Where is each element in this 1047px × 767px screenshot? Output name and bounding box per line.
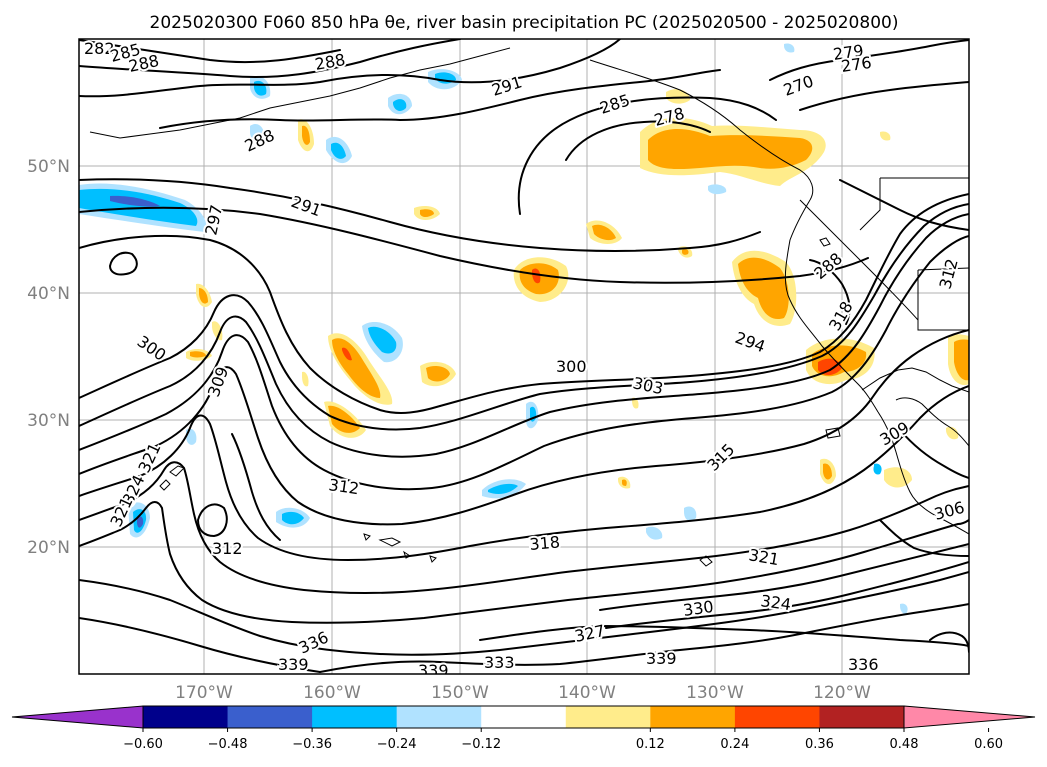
colorbar-box	[396, 706, 482, 728]
shade-positive	[199, 288, 208, 304]
shade-positive	[880, 131, 891, 141]
contour-label: 321	[747, 545, 780, 569]
precipitation-shading	[79, 43, 969, 614]
colorbar-box	[650, 706, 736, 728]
lat-label: 40°N	[27, 284, 70, 304]
shade-positive	[954, 339, 969, 381]
colorbar-extend-max	[903, 705, 1036, 729]
shade-positive	[532, 268, 541, 284]
lat-label: 30°N	[27, 411, 70, 431]
colorbar-box	[819, 706, 905, 728]
longitude-labels: 170°W 160°W 150°W 140°W 130°W 120°W	[175, 683, 871, 703]
shade-negative	[110, 195, 160, 207]
figure-title: 2025020300 F060 850 hPa θe, river basin …	[150, 13, 899, 33]
shade-negative	[250, 123, 265, 143]
lon-label: 160°W	[303, 683, 361, 703]
colorbar: −0.60 −0.48 −0.36 −0.24 −0.12 0.12 0.24 0.36 0.4…	[11, 705, 1036, 752]
contour-label: 339	[278, 655, 309, 674]
theta-e-contours	[79, 39, 969, 673]
colorbar-tick-label: 0.24	[720, 737, 749, 752]
colorbar-box	[312, 706, 398, 728]
colorbar-frame	[142, 705, 905, 729]
colorbar-extend-min	[11, 705, 144, 729]
shade-positive	[682, 249, 689, 255]
shade-positive	[884, 467, 912, 488]
colorbar-box	[565, 706, 651, 728]
shade-negative	[646, 526, 663, 540]
shade-positive	[946, 426, 959, 440]
shade-negative	[393, 99, 407, 111]
colorbar-tick-label: −0.12	[461, 737, 501, 752]
latitude-labels: 50°N 40°N 30°N 20°N	[27, 157, 70, 558]
lon-label: 140°W	[558, 683, 616, 703]
contour-label: 339	[418, 661, 449, 680]
shade-positive	[592, 224, 616, 241]
contour-label: 336	[848, 655, 879, 674]
shade-positive	[818, 358, 842, 376]
colorbar-tick-label: −0.36	[292, 737, 332, 752]
colorbar-tick-label: 0.48	[890, 737, 919, 752]
colorbar-tick-label: 0.60	[974, 737, 1003, 752]
lon-label: 130°W	[686, 683, 744, 703]
map-panel: 282 285 288 288 288 291 291 297 300 309 …	[78, 38, 970, 680]
shade-positive	[342, 347, 352, 361]
shade-negative	[331, 142, 346, 159]
shade-negative	[368, 326, 397, 354]
contour-label: 312	[327, 475, 360, 498]
shade-negative	[282, 511, 304, 525]
colorbar-tick-label: −0.60	[123, 737, 163, 752]
shade-positive	[302, 371, 309, 387]
shade-positive	[738, 257, 789, 320]
colorbar-box	[227, 706, 313, 728]
colorbar-tick-label: 0.36	[805, 737, 834, 752]
shade-negative	[784, 43, 795, 53]
shade-positive	[190, 351, 206, 358]
contour-label: 300	[556, 357, 587, 376]
map-frame	[78, 38, 970, 675]
shade-positive	[666, 89, 690, 104]
contour-label: 312	[212, 539, 243, 558]
shade-negative	[900, 603, 908, 614]
contour-label: 282	[84, 39, 115, 58]
colorbar-box	[143, 706, 229, 728]
lon-label: 120°W	[813, 683, 871, 703]
shade-positive	[420, 209, 434, 217]
lon-label: 150°W	[431, 683, 489, 703]
lat-label: 20°N	[27, 538, 70, 558]
shade-negative	[488, 483, 518, 494]
shade-positive	[648, 129, 813, 170]
shade-negative	[137, 516, 144, 528]
shade-positive	[328, 405, 360, 433]
shade-negative	[873, 463, 882, 475]
colorbar-tick-label: −0.48	[208, 737, 248, 752]
shade-positive	[632, 397, 639, 409]
contour-label: 333	[484, 653, 515, 672]
lon-label: 170°W	[175, 683, 233, 703]
shade-positive	[823, 463, 832, 480]
lat-label: 50°N	[27, 157, 70, 177]
colorbar-tick-label: 0.12	[636, 737, 665, 752]
shade-positive	[302, 125, 310, 145]
shade-positive	[426, 366, 450, 382]
colorbar-box	[734, 706, 820, 728]
contour-label: 318	[529, 532, 561, 554]
shade-positive	[212, 321, 223, 341]
colorbar-box	[481, 706, 567, 728]
colorbar-tick-label: −0.24	[377, 737, 417, 752]
shade-negative	[708, 184, 727, 195]
contour-label: 339	[646, 649, 677, 668]
shade-positive	[622, 479, 627, 486]
shade-negative	[684, 506, 697, 521]
